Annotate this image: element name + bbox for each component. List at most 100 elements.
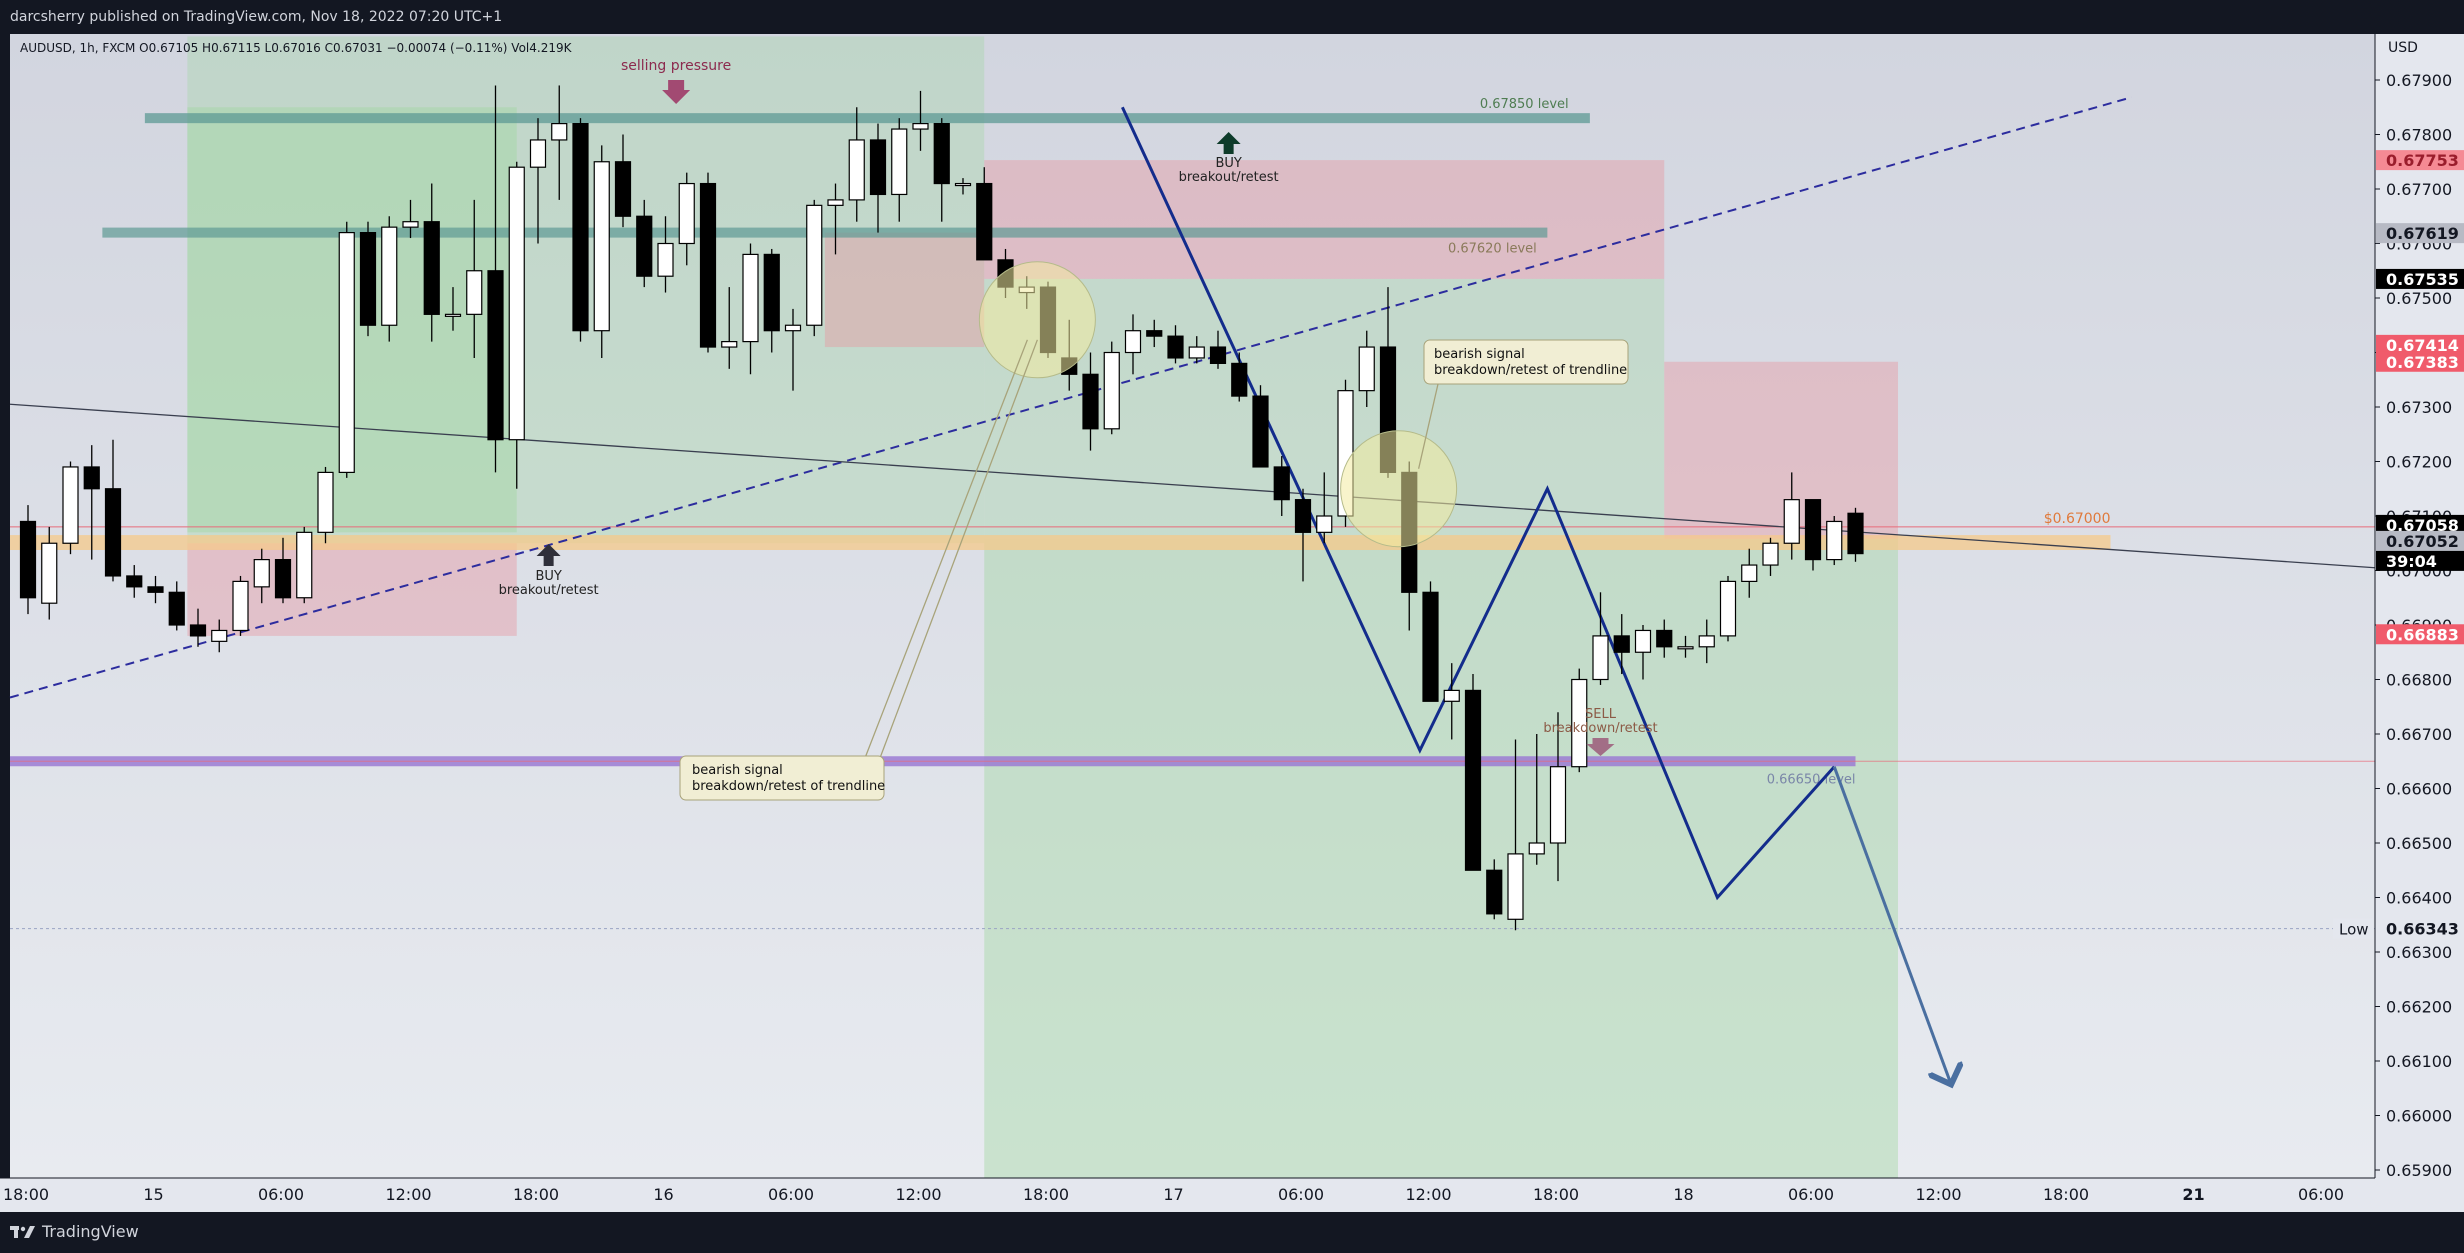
candle-body[interactable]	[827, 199, 844, 206]
candle-body[interactable]	[1273, 466, 1290, 501]
candle-body[interactable]	[891, 128, 908, 196]
bearish-callout-1-title: bearish signal	[692, 763, 783, 778]
candle-body[interactable]	[1762, 542, 1779, 566]
highlight-circle-2	[1340, 430, 1458, 548]
time-tick-label: 18:00	[1533, 1185, 1579, 1204]
candle-body[interactable]	[1613, 635, 1630, 653]
candle-body[interactable]	[721, 341, 738, 348]
candle-body[interactable]	[317, 471, 334, 533]
candle-body[interactable]	[678, 182, 695, 245]
candle-body[interactable]	[954, 182, 972, 187]
candle-body[interactable]	[19, 520, 37, 599]
candle-body[interactable]	[274, 558, 292, 599]
time-axis-background[interactable]	[0, 1178, 2464, 1212]
time-tick-label: 21	[2182, 1185, 2204, 1204]
target-price-label: $0.67000	[2044, 511, 2111, 527]
candle-body[interactable]	[466, 270, 483, 315]
candle-body[interactable]	[1507, 853, 1524, 920]
candle-body[interactable]	[636, 215, 653, 277]
candle-body[interactable]	[912, 122, 929, 130]
tradingview-logo[interactable]: TradingView	[0, 1212, 139, 1251]
candle-body[interactable]	[933, 122, 950, 185]
candle-body[interactable]	[1528, 842, 1545, 855]
sell-arrow-icon	[1586, 738, 1615, 756]
candle-body[interactable]	[1549, 766, 1567, 844]
candle-body[interactable]	[699, 182, 717, 348]
candle-body[interactable]	[806, 204, 823, 326]
candle-body[interactable]	[296, 531, 313, 599]
price-badge-text: 39:04	[2386, 552, 2437, 571]
candle-body[interactable]	[1252, 395, 1269, 468]
projection-arrow	[1832, 766, 1951, 1085]
candle-body[interactable]	[1486, 869, 1503, 915]
candle-body[interactable]	[1698, 635, 1715, 648]
candle-body[interactable]	[402, 221, 419, 228]
candle-body[interactable]	[41, 542, 58, 604]
candle-body[interactable]	[1464, 689, 1482, 871]
candle-body[interactable]	[1741, 564, 1758, 582]
candle-body[interactable]	[614, 161, 632, 217]
candle-body[interactable]	[1443, 689, 1460, 702]
candle-body[interactable]	[1571, 678, 1588, 768]
price-badge	[2376, 223, 2464, 244]
candle-body[interactable]	[1294, 499, 1312, 533]
candle-body[interactable]	[189, 624, 207, 637]
candle-body[interactable]	[1677, 646, 1694, 650]
candle-body[interactable]	[1634, 629, 1652, 653]
candle-body[interactable]	[444, 313, 462, 317]
candle-body[interactable]	[1847, 512, 1864, 555]
candle-body[interactable]	[1592, 635, 1609, 681]
candle-body[interactable]	[381, 226, 398, 326]
level-067850-label: 0.67850 level	[1480, 97, 1569, 112]
candle-body[interactable]	[529, 139, 547, 168]
candle-body[interactable]	[168, 591, 185, 626]
candle-body[interactable]	[763, 253, 780, 332]
candle-body[interactable]	[423, 221, 440, 315]
candle-body[interactable]	[1188, 346, 1205, 359]
candle-body[interactable]	[1316, 515, 1333, 533]
candle-body[interactable]	[1082, 373, 1099, 430]
candle-body[interactable]	[1209, 346, 1227, 364]
candle-body[interactable]	[869, 139, 887, 196]
level-067850	[144, 113, 1590, 124]
callout-pointer-2	[1417, 383, 1439, 469]
time-tick-label: 18:00	[1023, 1185, 1069, 1204]
candle-body[interactable]	[126, 575, 143, 588]
candle-body[interactable]	[147, 586, 164, 593]
candle-body[interactable]	[784, 324, 802, 332]
candle-body[interactable]	[1422, 591, 1439, 702]
candle-body[interactable]	[232, 580, 249, 632]
candle-body[interactable]	[1783, 499, 1800, 544]
candle-body[interactable]	[62, 466, 79, 544]
candle-body[interactable]	[1103, 351, 1120, 430]
candle-body[interactable]	[338, 232, 355, 474]
candle-body[interactable]	[1167, 335, 1184, 359]
candle-body[interactable]	[211, 629, 228, 642]
candle-body[interactable]	[593, 161, 610, 332]
candle-body[interactable]	[1826, 520, 1843, 561]
candle-body[interactable]	[104, 488, 122, 577]
red-zone-stop-2	[824, 232, 985, 348]
time-tick-label: 06:00	[1278, 1185, 1324, 1204]
candle-body[interactable]	[1124, 330, 1142, 354]
candle-body[interactable]	[657, 242, 674, 277]
selling-pressure-arrow-icon	[662, 80, 691, 104]
candle-body[interactable]	[976, 182, 993, 261]
candle-body[interactable]	[1146, 330, 1163, 337]
candle-body[interactable]	[1719, 580, 1737, 637]
candle-body[interactable]	[572, 122, 589, 332]
candle-body[interactable]	[551, 122, 568, 141]
candle-body[interactable]	[487, 270, 504, 441]
candle-body[interactable]	[359, 232, 377, 326]
candle-body[interactable]	[742, 253, 759, 343]
candle-body[interactable]	[1231, 362, 1248, 397]
candle-body[interactable]	[253, 558, 270, 588]
candle-body[interactable]	[1804, 499, 1822, 561]
sell-sub-label: breakdown/retest	[1543, 721, 1657, 736]
candle-body[interactable]	[848, 139, 865, 201]
candle-body[interactable]	[1656, 629, 1673, 648]
candle-body[interactable]	[1358, 346, 1375, 392]
candle-body[interactable]	[83, 466, 100, 490]
candle-body[interactable]	[508, 166, 525, 441]
